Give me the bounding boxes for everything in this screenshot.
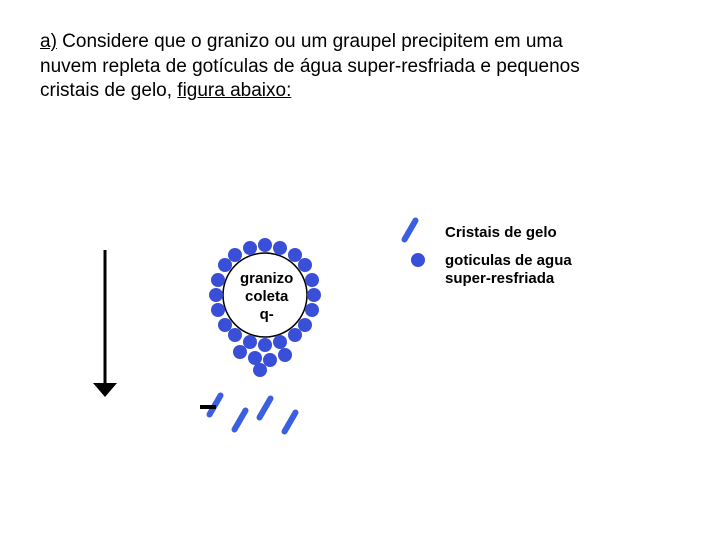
question-text: a) Considere que o granizo ou um graupel… (40, 30, 620, 104)
hail-label-2: coleta (245, 288, 288, 305)
question-body1: Considere que o granizo ou um graupel pr… (40, 31, 580, 101)
legend-droplet-label-1: goticulas de agua (445, 252, 572, 269)
question-prefix: a) (40, 31, 57, 52)
hail-label: granizo coleta q- (240, 270, 293, 324)
hail-label-3: q- (260, 306, 274, 323)
hail-label-1: granizo (240, 270, 293, 287)
legend-droplet-label-2: super-resfriada (445, 270, 554, 287)
question-body2: figura abaixo: (177, 80, 291, 101)
diagram-container: granizo coleta q- Cristais de gelo gotic… (40, 190, 680, 510)
legend-crystal-label: Cristais de gelo (445, 224, 557, 242)
diagram-svg (40, 190, 680, 510)
legend-droplet-label: goticulas de agua super-resfriada (445, 252, 572, 288)
